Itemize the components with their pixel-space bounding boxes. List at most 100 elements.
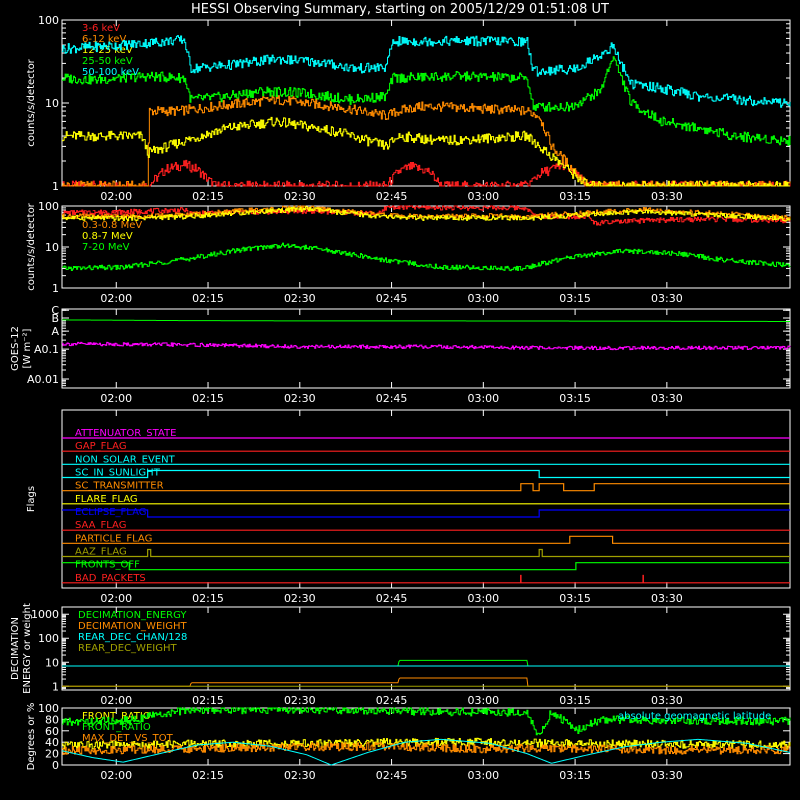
flag-line-aaz-flag xyxy=(62,548,790,558)
legend-right-label: absolute geomagnetic latitude xyxy=(618,711,771,722)
y-tick-label: 1 xyxy=(52,180,59,193)
time-tick-label: 03:15 xyxy=(559,190,591,203)
y-tick-label: 10 xyxy=(45,97,59,110)
time-tick-label: 03:30 xyxy=(651,190,683,203)
flag-label: SC_IN_SUNLIGHT xyxy=(75,468,161,479)
y-tick-label: C xyxy=(51,304,59,317)
legend-entry: 6-12 keV xyxy=(82,34,126,45)
chart-title: HESSI Observing Summary, starting on 200… xyxy=(191,2,609,17)
series-absolute-geomagnetic-latitude xyxy=(61,738,791,766)
time-tick-label: 02:00 xyxy=(100,592,132,605)
time-tick-label: 03:00 xyxy=(467,592,499,605)
flag-label: PARTICLE_FLAG xyxy=(75,533,152,544)
series-decimation-energy xyxy=(62,659,790,667)
series-12-25-kev xyxy=(62,116,790,187)
flag-label: BAD_PACKETS xyxy=(75,573,146,584)
y-tick-label: 10 xyxy=(45,241,59,254)
flag-line-fronts-off xyxy=(62,562,790,571)
legend-entry: FRONT_RATIO xyxy=(82,711,151,722)
time-tick-label: 02:15 xyxy=(192,392,224,405)
time-tick-label: 02:30 xyxy=(284,592,316,605)
panel-frame-goes xyxy=(61,308,791,389)
y-tick-label: 40 xyxy=(45,736,59,749)
series-front-ratio xyxy=(62,737,791,750)
y-axis-label: Degrees or % xyxy=(26,703,37,771)
time-tick-label: 03:15 xyxy=(559,292,591,305)
time-tick-label: 02:15 xyxy=(192,769,224,782)
time-tick-label: 02:00 xyxy=(100,769,132,782)
series-decimation-weight xyxy=(62,677,790,687)
y-axis-label: Flags xyxy=(26,486,37,512)
y-tick-label: A0.01 xyxy=(27,373,59,386)
legend-entry: 25-50 keV xyxy=(82,56,133,67)
legend-entry: REAR_DEC_WEIGHT xyxy=(78,643,177,654)
y-axis-label-2: [W m⁻²] xyxy=(22,328,33,368)
flag-label: SAA_FLAG xyxy=(75,520,126,531)
y-tick-label: 60 xyxy=(45,725,59,738)
series-max-det-vs-tot xyxy=(62,742,791,755)
time-tick-label: 03:15 xyxy=(559,769,591,782)
y-tick-label: 20 xyxy=(45,748,59,761)
time-tick-label: 03:00 xyxy=(467,694,499,707)
y-axis-label: counts/s/detector xyxy=(26,58,37,146)
time-tick-label: 02:45 xyxy=(376,592,408,605)
time-tick-label: 02:45 xyxy=(376,292,408,305)
time-tick-label: 02:00 xyxy=(100,292,132,305)
panel-frame-decim xyxy=(61,606,791,691)
time-tick-label: 03:15 xyxy=(559,592,591,605)
legend-entry: REAR_DEC_CHAN/128 xyxy=(78,632,187,643)
flag-line-particle-flag xyxy=(62,535,790,544)
y-tick-label: 1 xyxy=(52,680,59,693)
y-tick-label: A0.1 xyxy=(34,343,59,356)
flag-label: ECLIPSE_FLAG xyxy=(75,507,146,518)
time-tick-label: 02:45 xyxy=(376,190,408,203)
series-0-3-0-8-mev xyxy=(62,205,791,220)
flag-label: AAZ_FLAG xyxy=(75,547,127,558)
flag-line-eclipse-flag xyxy=(62,509,790,518)
y-tick-label: 100 xyxy=(38,200,59,213)
time-tick-label: 02:15 xyxy=(192,190,224,203)
panel-frame-lowe xyxy=(61,19,791,187)
y-tick-label: 100 xyxy=(38,702,59,715)
series-goes-short xyxy=(62,341,791,351)
time-tick-label: 02:30 xyxy=(284,769,316,782)
series-goes-long xyxy=(61,319,791,322)
time-tick-label: 03:30 xyxy=(651,769,683,782)
panel-frame-flags xyxy=(61,409,791,589)
y-axis-label: GOES-12 xyxy=(10,326,21,371)
time-tick-label: 03:30 xyxy=(651,392,683,405)
series-0-8-7-mev xyxy=(62,206,791,222)
time-tick-label: 02:45 xyxy=(376,769,408,782)
legend-entry: FRONT_RATIO xyxy=(82,722,151,733)
time-tick-label: 02:30 xyxy=(284,392,316,405)
y-tick-label: 0 xyxy=(52,759,59,772)
time-tick-label: 02:45 xyxy=(376,392,408,405)
y-tick-label: 100 xyxy=(38,14,59,27)
legend-entry: 7-20 MeV xyxy=(82,242,130,253)
time-tick-label: 02:00 xyxy=(100,694,132,707)
legend-entry: 3-6 keV xyxy=(82,23,120,34)
y-tick-label: 100 xyxy=(38,632,59,645)
legend-entry: 50-100 keV xyxy=(82,67,139,78)
legend-entry: MAX_DET_VS_TOT xyxy=(82,733,174,744)
time-tick-label: 02:00 xyxy=(100,392,132,405)
time-tick-label: 03:15 xyxy=(559,392,591,405)
y-tick-label: A xyxy=(51,325,59,338)
flag-line-sc-in-sunlight xyxy=(62,469,790,479)
time-tick-label: 02:15 xyxy=(192,292,224,305)
time-tick-label: 02:30 xyxy=(284,190,316,203)
legend-entry: DECIMATION_ENERGY xyxy=(78,610,187,621)
series-0-1-0-3-mev xyxy=(62,205,791,226)
time-tick-label: 02:15 xyxy=(192,694,224,707)
legend-entry: 0.1-0.3 MeV xyxy=(82,209,142,220)
series-25-50-kev xyxy=(62,56,791,147)
flag-label: FRONTS_OFF xyxy=(75,560,140,571)
flag-label: ATTENUATOR_STATE xyxy=(75,428,176,439)
panel-frame-ratio xyxy=(61,707,791,766)
y-tick-label: 1000 xyxy=(31,608,59,621)
time-tick-label: 03:15 xyxy=(559,694,591,707)
time-tick-label: 03:00 xyxy=(467,190,499,203)
flag-label: SC_TRANSMITTER xyxy=(75,481,164,492)
time-tick-label: 03:30 xyxy=(651,592,683,605)
